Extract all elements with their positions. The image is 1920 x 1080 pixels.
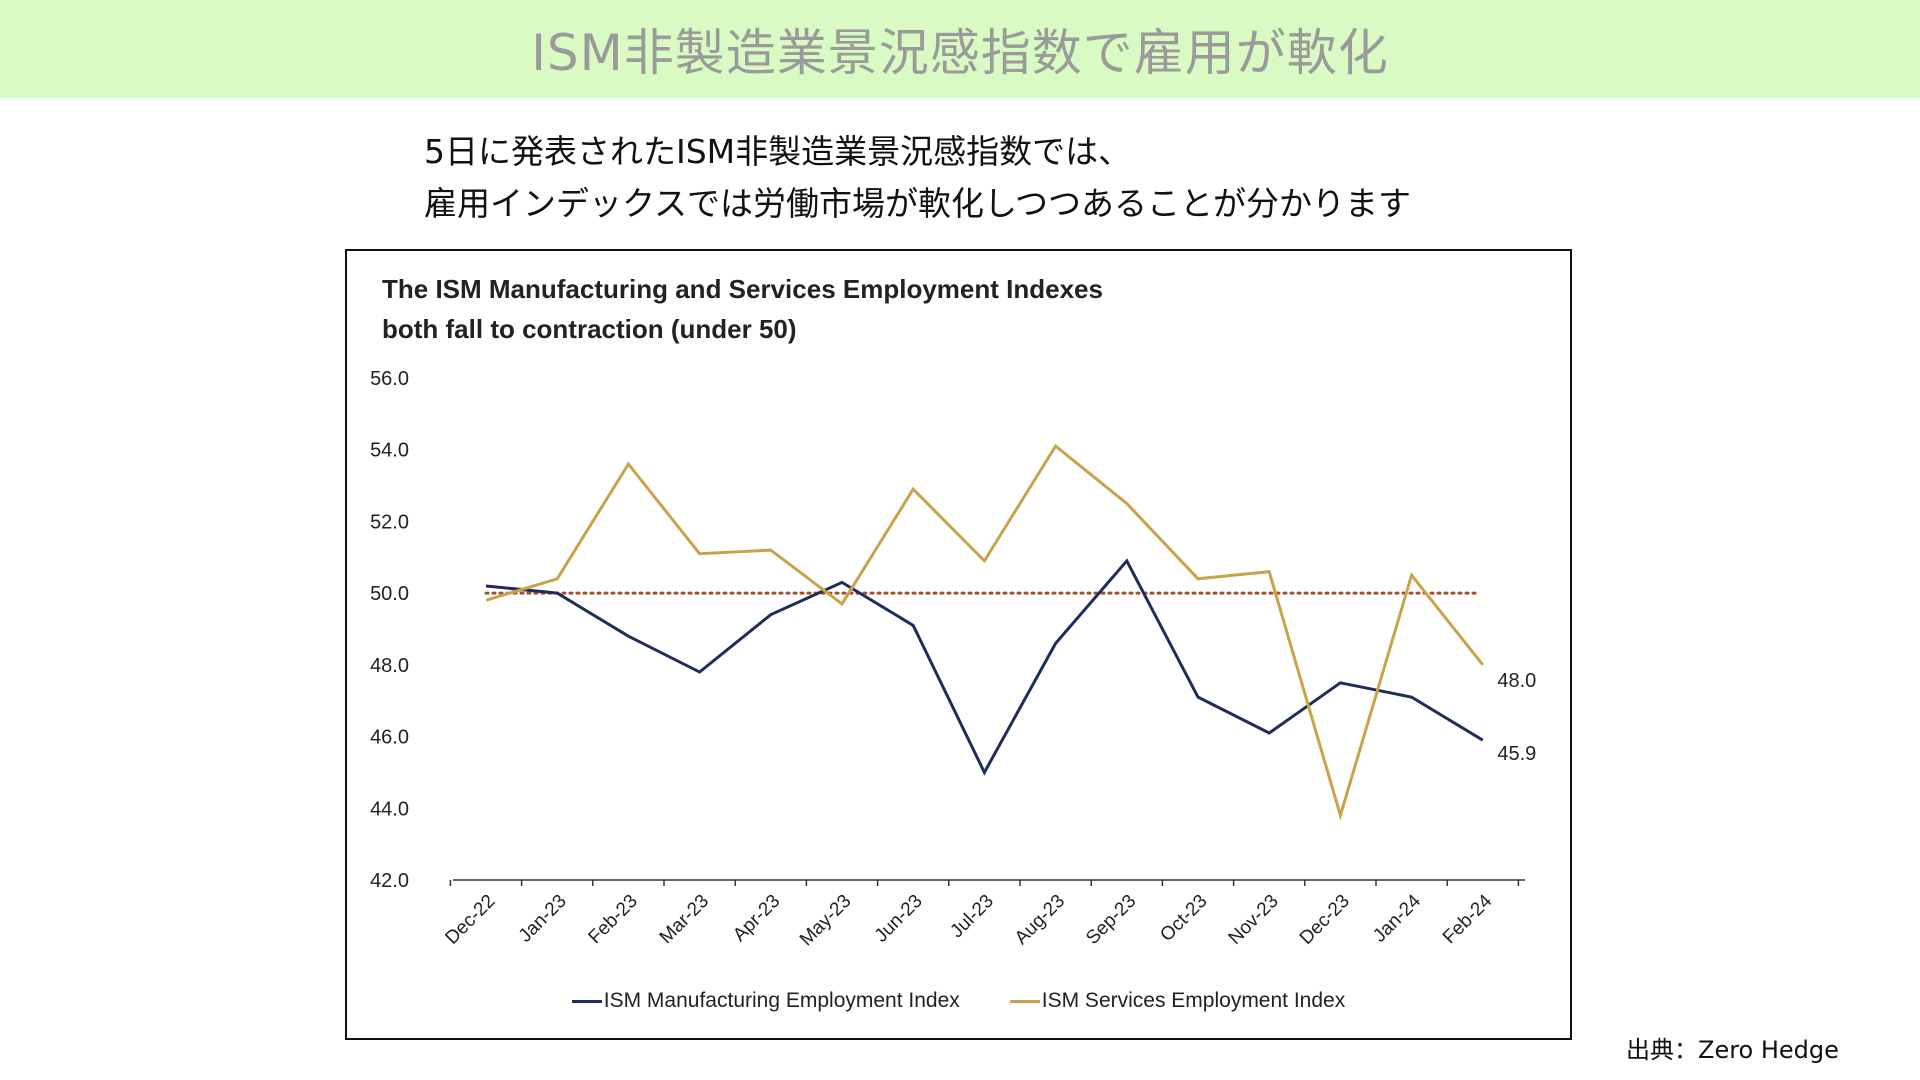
chart-title: The ISM Manufacturing and Services Emplo… xyxy=(382,274,1103,304)
x-tick-label: Aug-23 xyxy=(1011,891,1069,949)
x-tick-label: Jan-23 xyxy=(515,891,571,947)
y-tick-label: 48.0 xyxy=(370,655,409,677)
source-credit: 出典：Zero Hedge xyxy=(1626,1036,1839,1064)
chart-subtitle: both fall to contraction (under 50) xyxy=(382,314,797,344)
legend-item: ISM Manufacturing Employment Index xyxy=(571,989,960,1013)
x-tick-label: Apr-23 xyxy=(729,891,784,946)
x-tick-label: Sep-23 xyxy=(1082,891,1140,949)
x-tick-label: Dec-22 xyxy=(441,891,499,949)
legend-swatch xyxy=(1009,999,1040,1003)
services-series-line xyxy=(485,443,1484,821)
chart-legend: ISM Manufacturing Employment Index ISM Se… xyxy=(347,989,1570,1013)
x-tick-label: Oct-23 xyxy=(1156,891,1211,946)
x-tick-label: Nov-23 xyxy=(1225,891,1283,949)
chart-frame: The ISM Manufacturing and Services Emplo… xyxy=(345,249,1572,1040)
x-tick-label: Jul-23 xyxy=(946,891,997,942)
intro-line-2: 雇用インデックスでは労働市場が軟化しつつあることが分かります xyxy=(424,184,1412,223)
legend-swatch xyxy=(571,999,602,1003)
x-tick-label: Dec-23 xyxy=(1296,891,1354,949)
manufacturing-end-label: 45.9 xyxy=(1497,743,1536,765)
page-title: ISM非製造業景況感指数で雇用が軟化 xyxy=(531,24,1389,82)
y-tick-label: 56.0 xyxy=(370,368,409,390)
legend-label: ISM Services Employment Index xyxy=(1041,989,1346,1012)
x-tick-label: Feb-23 xyxy=(585,891,642,948)
x-tick-label: Feb-24 xyxy=(1439,890,1497,948)
legend-label: ISM Manufacturing Employment Index xyxy=(603,989,960,1012)
x-tick-label: Mar-23 xyxy=(656,891,713,948)
y-tick-label: 44.0 xyxy=(370,798,409,820)
services-end-label: 48.0 xyxy=(1497,670,1536,692)
intro-line-1: 5日に発表されたISM非製造業景況感指数では、 xyxy=(424,132,1132,171)
x-tick-label: Jan-24 xyxy=(1369,890,1425,946)
y-tick-label: 52.0 xyxy=(370,511,409,533)
y-tick-label: 46.0 xyxy=(370,727,409,749)
x-tick-label: Jun-23 xyxy=(871,891,927,947)
y-tick-label: 54.0 xyxy=(370,440,409,462)
x-tick-label: May-23 xyxy=(796,891,856,951)
legend-item: ISM Services Employment Index xyxy=(1009,989,1346,1013)
y-tick-label: 42.0 xyxy=(370,870,409,892)
chart-title-block: The ISM Manufacturing and Services Emplo… xyxy=(382,269,1103,349)
banner: ISM非製造業景況感指数で雇用が軟化 xyxy=(0,0,1920,98)
intro-text: 5日に発表されたISM非製造業景況感指数では、 雇用インデックスでは労働市場が軟… xyxy=(424,126,1411,230)
y-tick-label: 50.0 xyxy=(370,583,409,605)
line-chart: 42.0 44.0 46.0 48.0 50.0 52.0 54.0 56.0 Dec-22 Ja… xyxy=(370,368,1536,951)
